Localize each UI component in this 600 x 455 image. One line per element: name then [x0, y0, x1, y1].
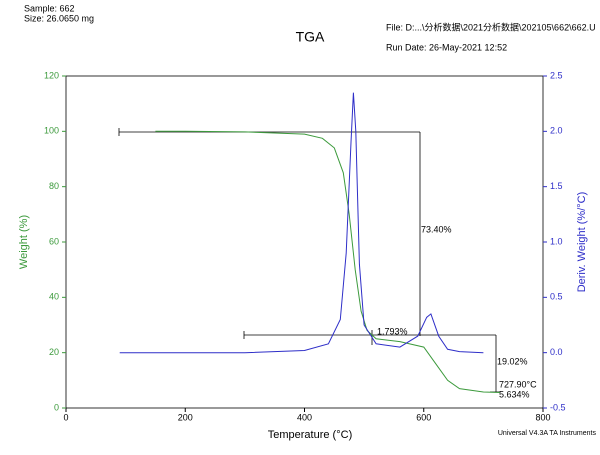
annotation: 19.02%: [497, 356, 528, 366]
x-tick-label: 400: [297, 412, 312, 422]
y2-tick-label: 1.0: [550, 236, 563, 246]
run-date: Run Date: 26-May-2021 12:52: [386, 42, 507, 52]
y2-tick-label: 0.0: [550, 347, 563, 357]
y-tick-label: 100: [44, 126, 59, 136]
data-line: [119, 92, 484, 354]
plot-frame: [65, 75, 544, 409]
annotation: 1.793%: [377, 326, 408, 336]
y-tick-label: 80: [49, 181, 59, 191]
y-tick-label: 60: [49, 236, 59, 246]
y-axis-label: Weight (%): [18, 215, 30, 269]
y2-tick-label: 1.5: [550, 181, 563, 191]
file: File: D:...\分析数据\2021分析数据\202105\662\662…: [386, 21, 596, 32]
x-tick-label: 600: [416, 412, 431, 422]
y2-tick-label: 2.0: [550, 126, 563, 136]
y-tick-label: 120: [44, 70, 59, 80]
y-tick-label: 0: [54, 402, 59, 412]
y2-tick-label: 0.5: [550, 292, 563, 302]
footer: Universal V4.3A TA Instruments: [498, 430, 597, 437]
y-tick-label: 40: [49, 292, 59, 302]
annotation: 73.40%: [421, 224, 452, 234]
x-tick-label: 800: [535, 412, 550, 422]
annotation: 727.90°C: [499, 379, 537, 389]
y2-tick-label: -0.5: [550, 402, 566, 412]
data-line: [155, 130, 501, 393]
chart-title: TGA: [296, 29, 325, 45]
y-tick-label: 20: [49, 347, 59, 357]
x-tick-label: 200: [178, 412, 193, 422]
x-tick-label: 0: [63, 412, 68, 422]
x-axis-label: Temperature (°C): [268, 429, 352, 441]
sample: Sample: 662: [24, 3, 75, 13]
size: Size: 26.0650 mg: [24, 13, 94, 23]
y2-axis-label: Deriv. Weight (%/°C): [576, 192, 588, 293]
y2-tick-label: 2.5: [550, 70, 563, 80]
annotation: 5.634%: [499, 389, 530, 399]
